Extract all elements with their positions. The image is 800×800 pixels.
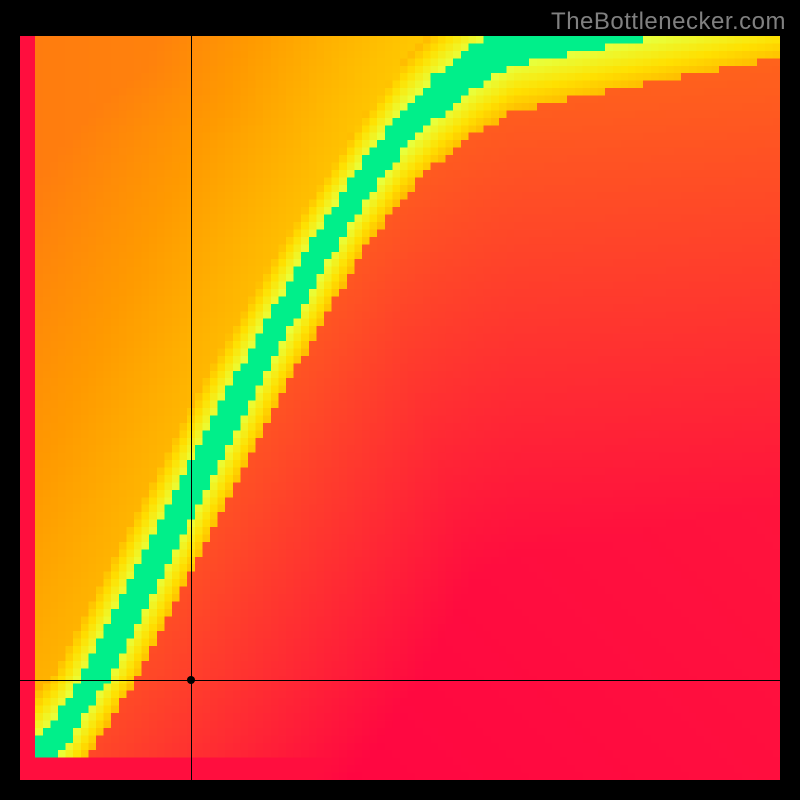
heatmap-canvas bbox=[20, 36, 780, 780]
watermark-text: TheBottlenecker.com bbox=[551, 8, 786, 36]
heatmap-plot bbox=[20, 36, 780, 780]
crosshair-horizontal bbox=[20, 680, 780, 681]
marker-dot bbox=[187, 676, 195, 684]
crosshair-vertical bbox=[191, 36, 192, 780]
